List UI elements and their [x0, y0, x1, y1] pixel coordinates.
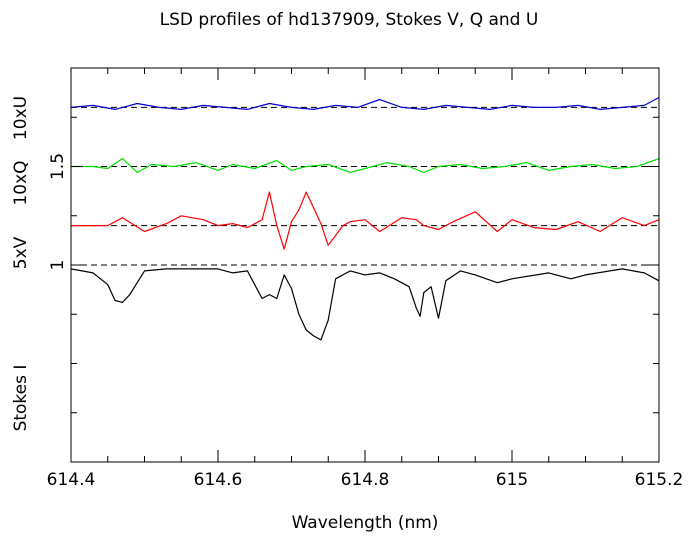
series-line-0 — [70, 268, 660, 341]
series-line-2 — [71, 158, 660, 173]
chart-title: LSD profiles of hd137909, Stokes V, Q an… — [160, 10, 539, 30]
x-axis-label: Wavelength (nm) — [292, 513, 439, 533]
y-label-10xu: 10xU — [11, 96, 31, 140]
x-tick-label: 614.6 — [194, 470, 243, 490]
series-line-1 — [71, 191, 660, 250]
series-group — [70, 96, 660, 341]
reference-lines — [71, 106, 659, 266]
x-axis-ticks: 614.4 614.6 614.8 615 615.2 — [47, 68, 684, 490]
y-tick-label: 1.5 — [48, 153, 68, 180]
x-tick-label: 615 — [496, 470, 528, 490]
y-label-stokes-i: Stokes I — [11, 365, 31, 432]
y-tick-label: 1 — [48, 260, 68, 271]
y-label-5xv: 5xV — [11, 236, 31, 269]
series-line-3 — [70, 96, 660, 110]
x-tick-label: 615.2 — [635, 470, 684, 490]
y-axis-ticks: 11.5 — [48, 116, 659, 414]
y-label-10xq: 10xQ — [11, 160, 31, 205]
x-tick-label: 614.8 — [341, 470, 390, 490]
x-tick-label: 614.4 — [47, 470, 96, 490]
